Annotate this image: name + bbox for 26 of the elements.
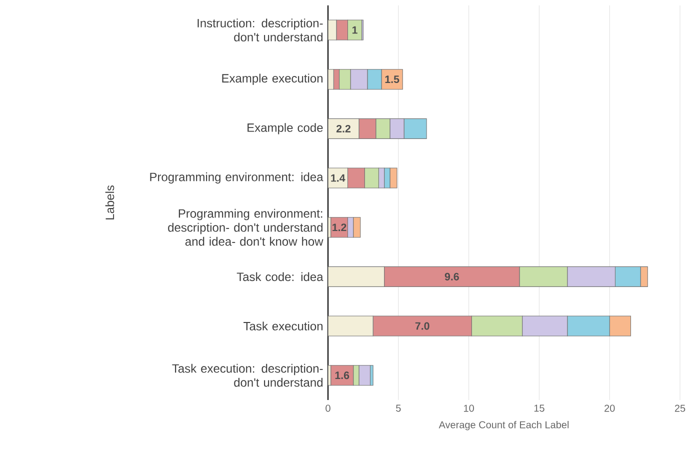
- y-tick-label: Example code: [248, 123, 323, 134]
- data-label: 1.6: [335, 372, 350, 380]
- y-tick-label: Task code: idea: [236, 272, 324, 282]
- x-tick-label: 10: [464, 404, 474, 412]
- x-tick-label: 0: [326, 404, 330, 412]
- y-tick-label: Programming environment: idea: [150, 172, 324, 184]
- x-tick-label: 25: [674, 404, 686, 412]
- bar: [328, 316, 374, 336]
- y-axis-title: Labels: [105, 185, 114, 220]
- y-tick-label: Instruction: description- don't understand: [198, 18, 323, 42]
- data-label: 9.6: [444, 272, 459, 280]
- data-label: 2.2: [336, 124, 350, 132]
- y-tick-label: Task execution: [244, 322, 322, 330]
- data-label: 7.0: [415, 322, 430, 330]
- data-label: 1.5: [385, 76, 400, 84]
- y-tick-label: Programming environment: description- don't understand and idea- don't know how: [168, 208, 324, 246]
- x-tick-label: 20: [604, 404, 615, 412]
- data-label: 1.4: [331, 174, 346, 182]
- data-label: 1: [352, 26, 358, 34]
- x-tick-label: 5: [396, 404, 401, 412]
- data-label: 1.2: [332, 224, 346, 232]
- bar: [328, 266, 385, 287]
- y-tick-label: Example execution: [222, 74, 322, 85]
- x-axis-title: Average Count of Each Label: [438, 420, 569, 430]
- y-tick-label: Task execution: description- don't understand: [172, 364, 323, 387]
- x-tick-label: 15: [534, 404, 544, 412]
